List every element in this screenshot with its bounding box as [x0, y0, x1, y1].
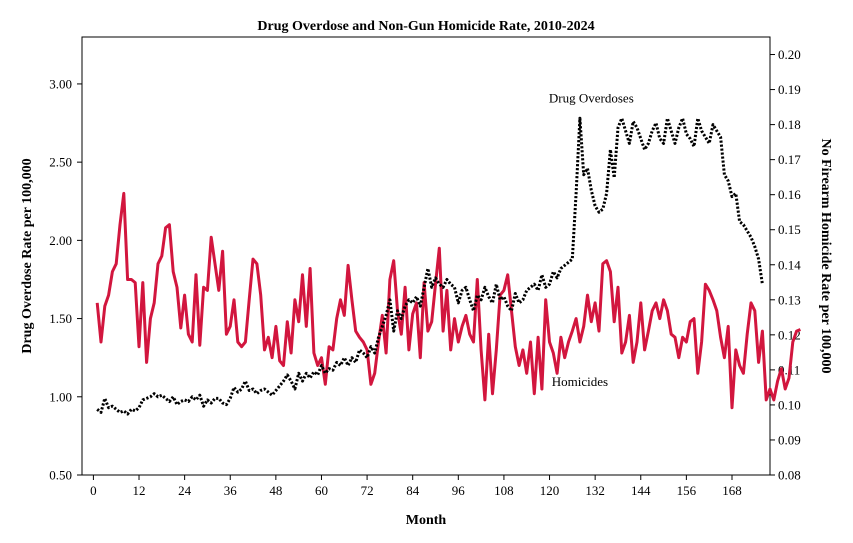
drug-overdoses-series-line: [96, 116, 764, 416]
x-tick-label: 60: [315, 483, 328, 498]
x-tick-label: 84: [406, 483, 420, 498]
right-tick-label: 0.19: [778, 82, 801, 97]
homicides-series-line: [95, 191, 801, 410]
x-tick-label: 132: [585, 483, 605, 498]
x-tick-label: 48: [269, 483, 282, 498]
annotation-drug-overdoses: Drug Overdoses: [549, 91, 634, 106]
right-tick-label: 0.20: [778, 47, 801, 62]
x-tick-label: 72: [361, 483, 374, 498]
left-tick-label: 1.00: [49, 389, 72, 404]
x-tick-label: 156: [677, 483, 697, 498]
left-tick-label: 3.00: [49, 76, 72, 91]
left-tick-label: 2.00: [49, 233, 72, 248]
right-tick-label: 0.14: [778, 257, 801, 272]
right-tick-label: 0.15: [778, 222, 801, 237]
x-tick-label: 108: [494, 483, 514, 498]
x-axis: 0 12 24 36 48 60 72 84 96 108 120 132 144 156 168: [90, 475, 742, 498]
x-tick-label: 0: [90, 483, 97, 498]
series-layer: [95, 116, 801, 416]
left-axis: 0.50 1.00 1.50 2.00 2.50 3.00: [49, 76, 82, 483]
left-tick-label: 1.50: [49, 311, 72, 326]
right-axis-title: No Firearm Homicide Rate per 100,000: [818, 138, 833, 373]
x-tick-label: 144: [631, 483, 651, 498]
x-tick-label: 96: [452, 483, 466, 498]
right-tick-label: 0.16: [778, 187, 801, 202]
x-tick-label: 24: [178, 483, 192, 498]
x-axis-title: Month: [406, 513, 447, 528]
left-axis-title: Drug Overdose Rate per 100,000: [20, 158, 35, 353]
left-tick-label: 2.50: [49, 155, 72, 170]
right-tick-label: 0.18: [778, 117, 801, 132]
plot-frame: [81, 36, 771, 476]
right-tick-label: 0.10: [778, 397, 801, 412]
x-tick-label: 120: [540, 483, 560, 498]
right-axis: 0.080.090.100.110.120.130.140.150.160.17…: [770, 47, 801, 483]
annotation-homicides: Homicides: [552, 374, 608, 389]
right-tick-label: 0.09: [778, 432, 801, 447]
right-tick-label: 0.08: [778, 468, 801, 483]
left-tick-label: 0.50: [49, 468, 72, 483]
x-tick-label: 12: [133, 483, 146, 498]
right-tick-label: 0.17: [778, 152, 801, 167]
right-tick-label: 0.13: [778, 292, 801, 307]
x-tick-label: 168: [722, 483, 742, 498]
x-tick-label: 36: [224, 483, 238, 498]
chart-title: Drug Overdose and Non-Gun Homicide Rate,…: [257, 19, 594, 34]
